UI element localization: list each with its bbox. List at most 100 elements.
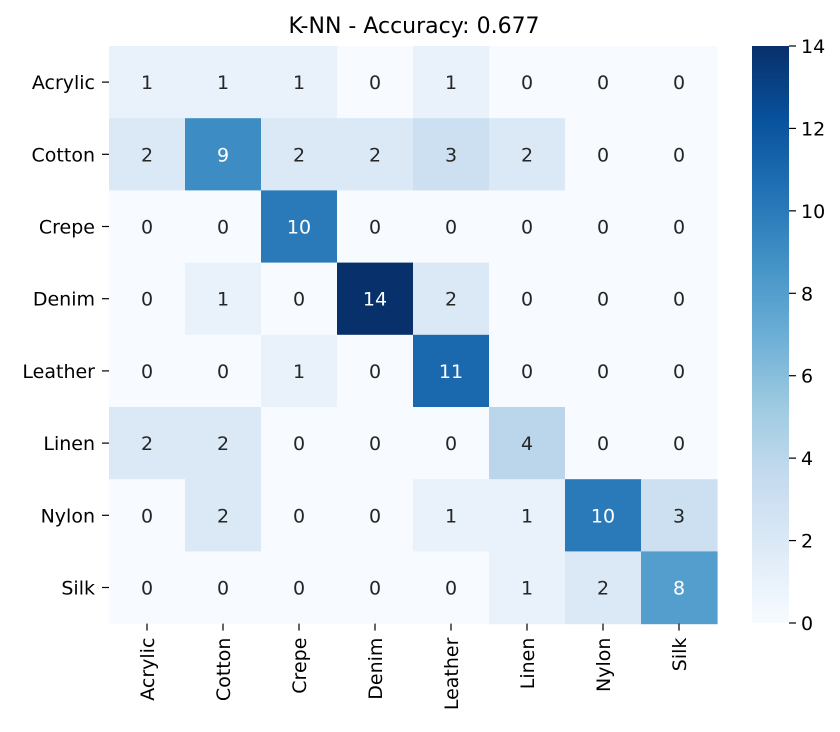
cell-value-label: 0 xyxy=(597,217,609,239)
x-tick-label: Crepe xyxy=(289,638,311,694)
x-tick-label: Cotton xyxy=(213,638,235,701)
cell-value-label: 3 xyxy=(445,144,457,166)
cell-value-label: 0 xyxy=(673,361,685,383)
heatmap-cell xyxy=(109,118,186,191)
heatmap-cell xyxy=(413,190,490,264)
colorbar-tick-label: 12 xyxy=(801,118,825,140)
cell-value-label: 1 xyxy=(141,72,153,94)
cell-value-label: 1 xyxy=(217,289,229,311)
cell-annotations: 1 1 1 0 1 0 0 02 9 2 2 3 2 0 00 0 10 0 0 0 0 00 1 0 14 2 0 0 00 0 1 0 11… xyxy=(141,72,685,599)
cell-value-label: 0 xyxy=(521,361,533,383)
cell-value-label: 3 xyxy=(673,505,685,527)
cell-value-label: 0 xyxy=(293,289,305,311)
cell-value-label: 2 xyxy=(445,289,457,311)
heatmap-cell xyxy=(185,334,262,408)
cell-value-label: 0 xyxy=(673,217,685,239)
cell-value-label: 2 xyxy=(141,433,153,455)
y-tick-label: Crepe xyxy=(39,217,95,239)
heatmap-cell xyxy=(641,479,718,552)
cell-value-label: 0 xyxy=(369,361,381,383)
heatmap-cell xyxy=(413,407,490,480)
heatmap-cell xyxy=(489,407,566,480)
colorbar-tick-label: 10 xyxy=(801,201,825,223)
heatmap-cell xyxy=(565,262,642,336)
heatmap-cell xyxy=(261,334,338,408)
cell-value-label: 2 xyxy=(521,144,533,166)
cell-value-label: 1 xyxy=(521,578,533,600)
cell-value-label: 1 xyxy=(293,361,305,383)
heatmap-cell xyxy=(109,479,186,552)
cell-value-label: 0 xyxy=(445,433,457,455)
heatmap-cell xyxy=(337,334,414,408)
colorbar-tick-label: 2 xyxy=(801,531,813,553)
heatmap-cell xyxy=(565,46,642,119)
heatmap-cell xyxy=(337,551,414,625)
cell-value-label: 0 xyxy=(293,578,305,600)
heatmap-cell xyxy=(641,551,718,625)
cell-value-label: 0 xyxy=(369,505,381,527)
cell-value-label: 2 xyxy=(369,144,381,166)
heatmap-cell xyxy=(413,551,490,625)
y-tick-label: Nylon xyxy=(41,505,95,527)
cell-value-label: 0 xyxy=(673,144,685,166)
colorbar-tick-label: 4 xyxy=(801,448,813,470)
cell-value-label: 0 xyxy=(597,433,609,455)
cell-value-label: 0 xyxy=(521,72,533,94)
cell-value-label: 0 xyxy=(141,361,153,383)
colorbar-tick-label: 14 xyxy=(801,36,825,58)
cell-value-label: 0 xyxy=(217,361,229,383)
heatmap-cell xyxy=(565,479,642,552)
heatmap-cell xyxy=(413,479,490,552)
colorbar-tick-label: 8 xyxy=(801,283,813,305)
heatmap-cell xyxy=(413,262,490,336)
heatmap-cell xyxy=(413,46,490,119)
heatmap-cell xyxy=(337,479,414,552)
y-tick-label: Denim xyxy=(33,289,95,311)
cell-value-label: 0 xyxy=(673,289,685,311)
heatmap-cell xyxy=(109,190,186,264)
y-tick-label: Leather xyxy=(22,361,95,383)
cell-value-label: 0 xyxy=(521,289,533,311)
x-axis: Acrylic Cotton Crepe Denim Leather Linen Nylon… xyxy=(137,623,691,710)
heatmap-cell xyxy=(261,46,338,119)
x-tick-label: Nylon xyxy=(593,638,615,692)
cell-value-label: 9 xyxy=(217,144,229,166)
cell-value-label: 0 xyxy=(597,361,609,383)
cell-value-label: 0 xyxy=(673,72,685,94)
heatmap-cell xyxy=(337,118,414,191)
heatmap-cell xyxy=(185,46,262,119)
colorbar-tick-label: 6 xyxy=(801,366,813,388)
chart-title: K-NN - Accuracy: 0.677 xyxy=(288,14,539,39)
heatmap-cell xyxy=(489,334,566,408)
heatmap-cell xyxy=(261,479,338,552)
heatmap-cell xyxy=(641,118,718,191)
heatmap-cell xyxy=(261,190,338,264)
heatmap-cell xyxy=(565,190,642,264)
cell-value-label: 8 xyxy=(673,578,685,600)
cell-value-label: 1 xyxy=(217,72,229,94)
cell-value-label: 2 xyxy=(217,433,229,455)
heatmap-cell xyxy=(261,551,338,625)
colorbar: 0 2 4 6 8 10 12 14 xyxy=(752,36,825,635)
cell-value-label: 10 xyxy=(591,505,615,527)
heatmap-cell xyxy=(489,190,566,264)
x-tick-label: Acrylic xyxy=(137,638,159,701)
cell-value-label: 0 xyxy=(293,505,305,527)
x-tick-label: Denim xyxy=(365,638,387,700)
heatmap-cell xyxy=(185,118,262,191)
cell-value-label: 0 xyxy=(369,578,381,600)
heatmap-cell xyxy=(109,334,186,408)
cell-value-label: 1 xyxy=(293,72,305,94)
y-tick-label: Cotton xyxy=(32,144,95,166)
colorbar-tick-label: 0 xyxy=(801,613,813,635)
heatmap-cell xyxy=(641,46,718,119)
heatmap-cell xyxy=(565,334,642,408)
heatmap-cell xyxy=(641,190,718,264)
cell-value-label: 1 xyxy=(521,505,533,527)
heatmap-cell xyxy=(413,334,490,408)
cell-value-label: 14 xyxy=(363,289,387,311)
heatmap-cell xyxy=(565,407,642,480)
heatmap-cell xyxy=(185,479,262,552)
cell-value-label: 0 xyxy=(673,433,685,455)
